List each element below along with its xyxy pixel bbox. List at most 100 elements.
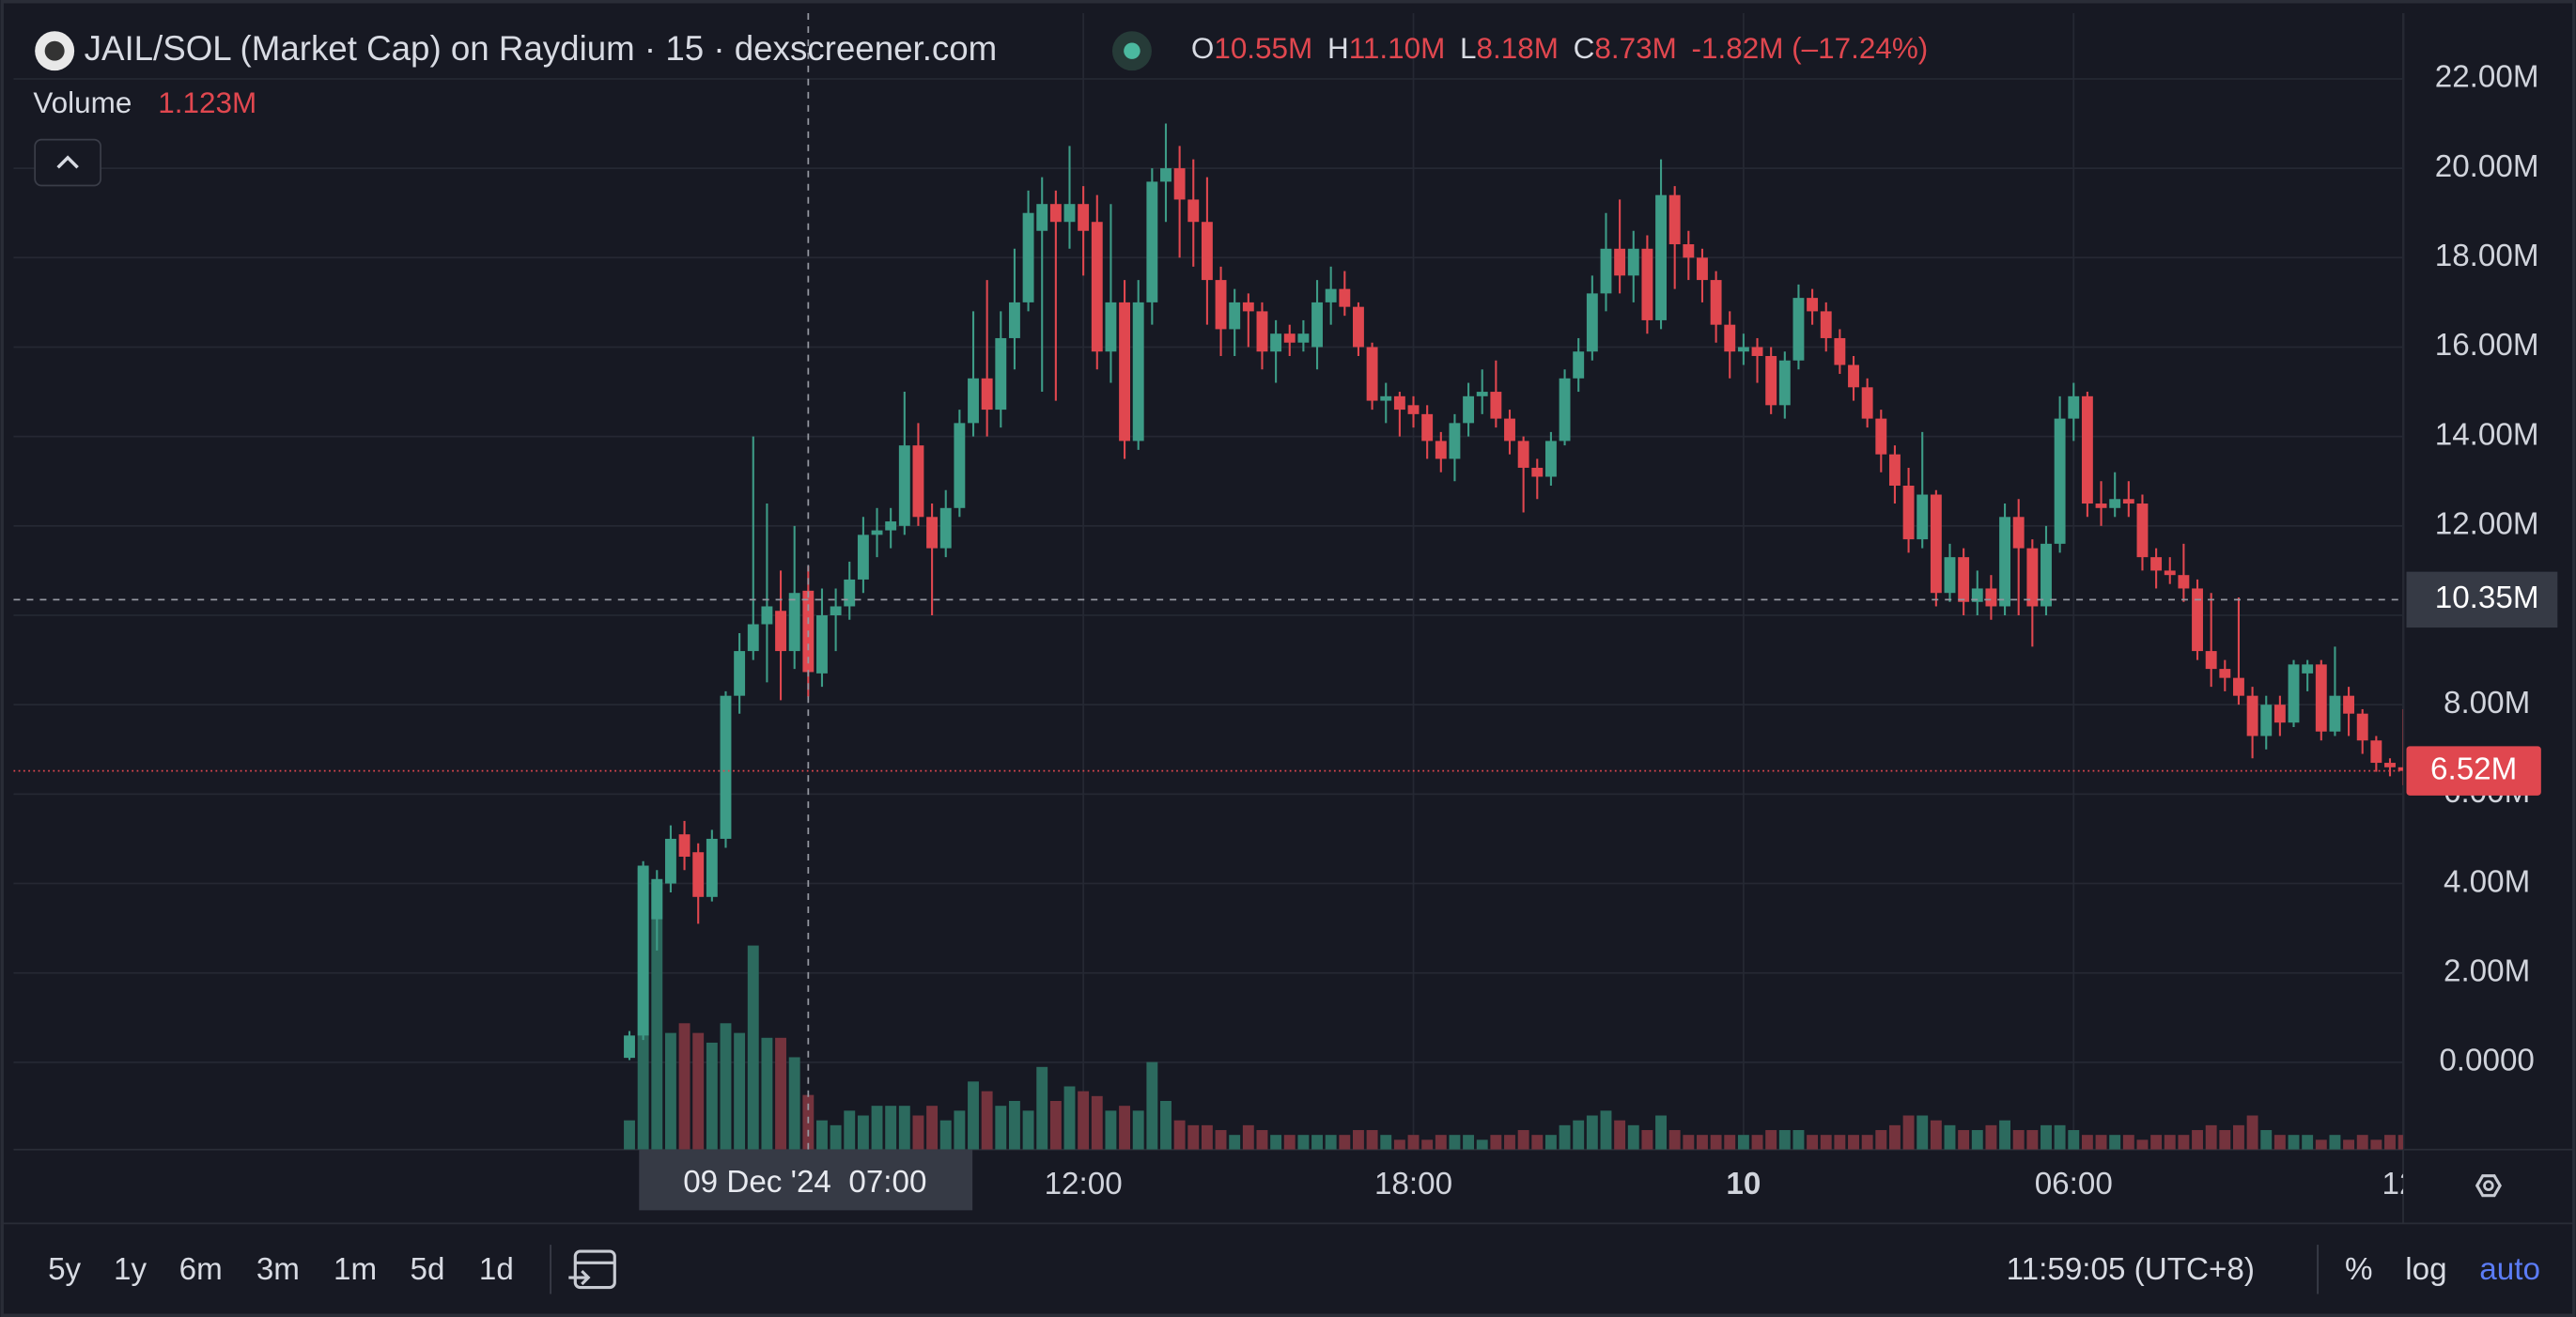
candle-body: [2012, 517, 2025, 549]
candle-body: [1173, 168, 1186, 200]
candle-body: [1256, 311, 1268, 352]
date-range-icon[interactable]: [568, 1249, 616, 1290]
range-button[interactable]: 1m: [334, 1252, 377, 1287]
candle-body: [2398, 767, 2403, 771]
volume-bar: [1765, 1130, 1777, 1150]
volume-bar: [2041, 1124, 2052, 1150]
volume-bar: [788, 1057, 800, 1150]
candle-body: [2054, 418, 2066, 544]
volume-bar: [968, 1081, 979, 1150]
collapse-button[interactable]: [34, 138, 101, 187]
candle-body: [2356, 713, 2368, 741]
volume-bar: [912, 1115, 924, 1150]
volume-bar: [2068, 1130, 2080, 1150]
last-price-box: [2406, 746, 2541, 796]
scale-option[interactable]: auto: [2479, 1252, 2540, 1287]
y-tick-label: 0.0000: [2439, 1044, 2535, 1078]
candle-body: [1091, 222, 1103, 352]
candle-body: [1160, 168, 1172, 182]
y-tick-label: 16.00M: [2435, 328, 2539, 363]
settings-icon[interactable]: [2475, 1174, 2502, 1198]
legend-change: -1.82M (–17.24%): [1692, 33, 1929, 66]
scale-option[interactable]: %: [2345, 1252, 2373, 1287]
volume-bar: [1407, 1135, 1420, 1150]
toolbar: 5y 1y 6m 3m 1m 5d 1d% log auto: [48, 1252, 2540, 1287]
volume-bar: [1132, 1110, 1144, 1150]
candle-body: [1380, 395, 1392, 401]
candle-body: [1187, 199, 1200, 223]
volume-bar: [1573, 1120, 1585, 1150]
x-tick-label: 10: [1726, 1167, 1761, 1201]
candle-body: [2068, 395, 2080, 419]
volume-bar: [1022, 1110, 1034, 1150]
candle-body: [1476, 392, 1488, 396]
x-tick-label: 06:00: [2035, 1167, 2113, 1201]
candle-body: [2273, 705, 2286, 723]
candle-body: [1407, 405, 1420, 414]
volume-bar: [1710, 1135, 1722, 1150]
volume-bar: [2205, 1124, 2217, 1150]
candle-body: [720, 695, 732, 839]
range-button[interactable]: 5y: [48, 1252, 81, 1287]
candle-body: [1504, 418, 1515, 442]
candle-body: [1132, 302, 1144, 442]
range-button[interactable]: 5d: [411, 1252, 445, 1287]
candle-body: [995, 337, 1007, 411]
volume-bar: [1958, 1130, 1970, 1150]
volume-bar: [1393, 1139, 1405, 1150]
volume-bar: [2178, 1135, 2190, 1150]
volume-bar: [926, 1106, 939, 1150]
chart-title: JAIL/SOL (Market Cap) on Raydium · 15 · …: [85, 29, 998, 68]
candle-body: [2329, 695, 2341, 732]
volume-bar: [624, 1120, 635, 1150]
candle-body: [1049, 204, 1062, 223]
candle-body: [2122, 499, 2134, 504]
candle-body: [1971, 588, 1983, 602]
candle-body: [2219, 669, 2231, 678]
candle-body: [1807, 298, 1819, 312]
candle-body: [1985, 588, 1997, 607]
volume-bar: [2219, 1130, 2231, 1150]
scale-option[interactable]: log: [2405, 1252, 2446, 1287]
candle-body: [1834, 337, 1846, 365]
candle-body: [1765, 355, 1777, 406]
volume-bar: [1421, 1139, 1434, 1150]
candle-body: [1339, 288, 1351, 307]
legend-value: 8.73M: [1594, 33, 1676, 66]
volume-bar: [1242, 1124, 1254, 1150]
volume-bar: [1724, 1135, 1736, 1150]
candle-body: [1902, 485, 1915, 540]
volume-bar: [1476, 1139, 1488, 1150]
calendar-box: [573, 1249, 616, 1290]
candle-body: [624, 1035, 635, 1059]
range-button[interactable]: 1d: [479, 1252, 514, 1287]
y-tick-label: 18.00M: [2435, 239, 2539, 273]
candle-body: [1668, 194, 1681, 245]
volume-bar: [2288, 1135, 2300, 1150]
candle-body: [968, 378, 979, 424]
ohlc-legend: O10.55M H11.10M L8.18M C8.73M -1.82M (–17.24…: [1191, 33, 1928, 66]
volume-bar: [1325, 1135, 1337, 1150]
volume-bar: [1875, 1130, 1887, 1150]
candle-body: [1421, 413, 1434, 442]
candle-body: [1393, 395, 1405, 411]
candle-body: [1751, 347, 1763, 356]
candle-body: [1283, 333, 1296, 343]
volume-bar: [2246, 1115, 2258, 1150]
volume-bar: [1229, 1135, 1241, 1150]
volume-bar: [1187, 1124, 1200, 1150]
candle-body: [2095, 504, 2107, 508]
candle-body: [1875, 418, 1887, 455]
x-tick-label: 12:: [2382, 1167, 2426, 1201]
volume-bar: [1201, 1124, 1213, 1150]
legend-value: 10.55M: [1214, 33, 1312, 66]
range-button[interactable]: 3m: [256, 1252, 300, 1287]
volume-bar: [1435, 1135, 1447, 1150]
volume-bar: [1697, 1135, 1708, 1150]
volume-bar: [1353, 1130, 1364, 1150]
range-button[interactable]: 1y: [114, 1252, 147, 1287]
crosshair-time-box: [639, 1149, 973, 1211]
volume-bar: [939, 1120, 952, 1150]
range-button[interactable]: 6m: [179, 1252, 223, 1287]
